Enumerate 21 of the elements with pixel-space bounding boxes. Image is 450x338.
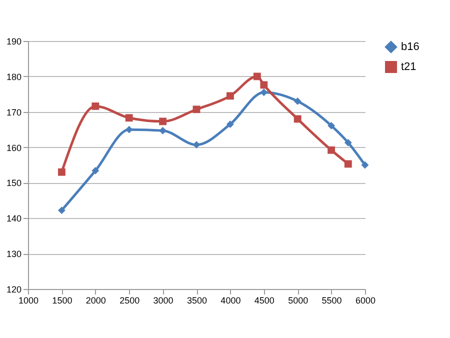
legend-label: b16 [401, 41, 420, 53]
y-tick-label: 120 [6, 284, 22, 294]
x-tick-label: 4500 [254, 296, 274, 306]
x-tick-label: 5500 [322, 296, 342, 306]
x-tick-label: 6000 [355, 296, 376, 306]
y-tick-label: 170 [6, 107, 22, 118]
y-tick-label: 140 [6, 214, 22, 224]
x-tick-label: 5000 [288, 296, 308, 306]
y-tick-label: 180 [6, 72, 22, 82]
y-tick-label: 190 [6, 36, 22, 46]
x-tick-label: 2000 [86, 296, 106, 306]
x-tick-label: 1000 [18, 296, 39, 306]
legend-label: t21 [401, 61, 416, 73]
y-tick-label: 160 [6, 142, 22, 153]
x-tick-label: 2500 [120, 296, 140, 306]
x-tick-label: 3000 [153, 296, 174, 306]
x-tick-label: 4000 [220, 296, 241, 306]
y-tick-label: 130 [6, 249, 22, 260]
y-tick-label: 150 [6, 178, 22, 188]
x-tick-label: 1500 [52, 296, 72, 306]
x-tick-label: 3500 [186, 296, 208, 306]
